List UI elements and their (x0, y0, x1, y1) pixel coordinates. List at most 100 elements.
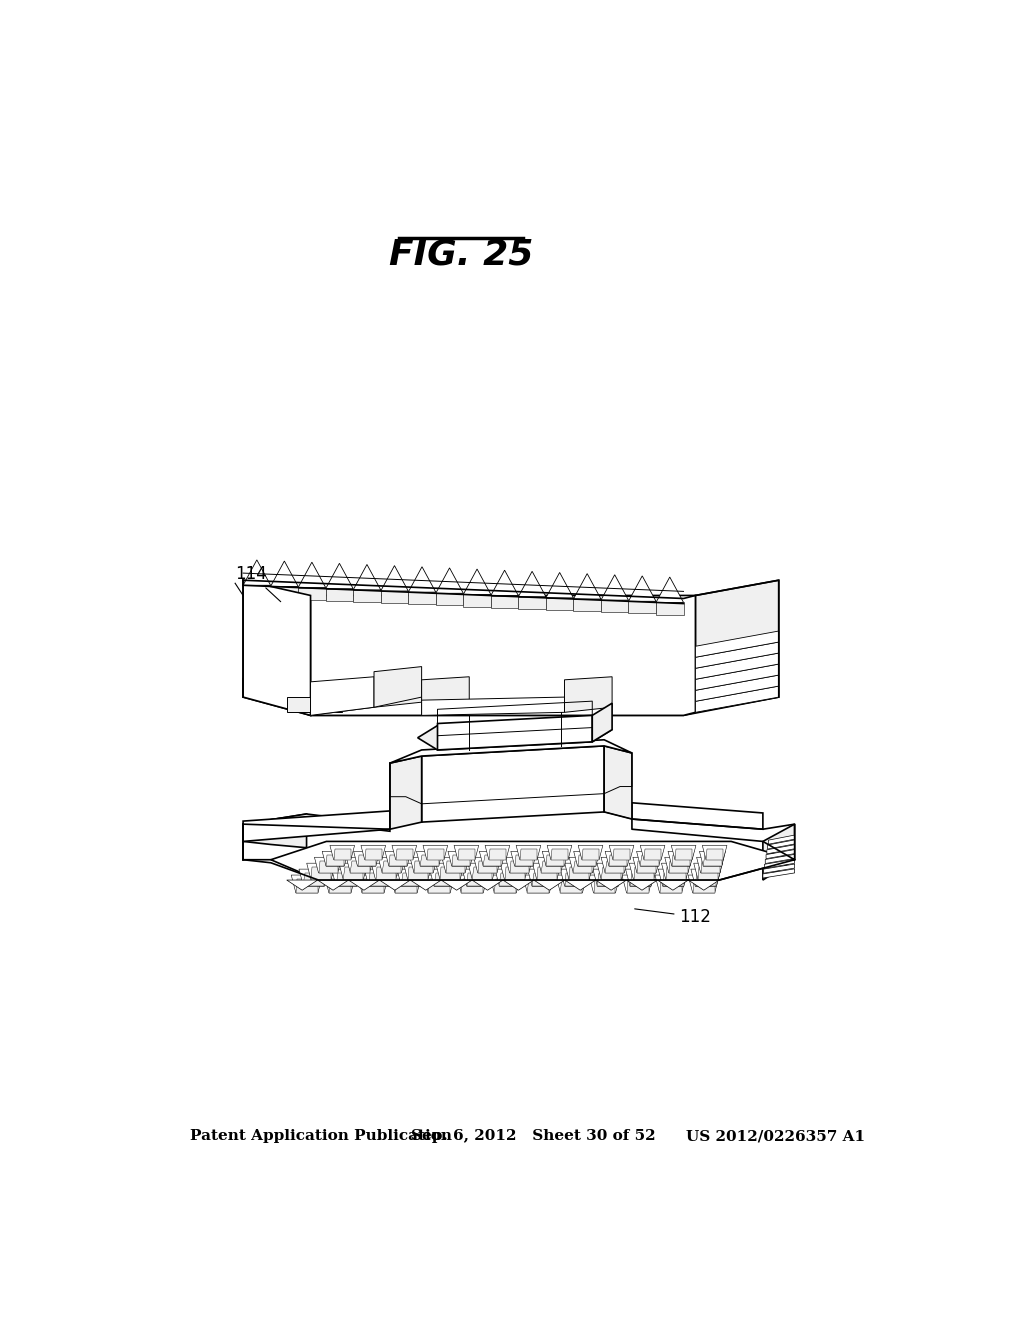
Polygon shape (560, 869, 590, 886)
Polygon shape (672, 845, 696, 859)
Polygon shape (640, 845, 665, 859)
Polygon shape (626, 869, 655, 886)
Polygon shape (644, 849, 662, 859)
Polygon shape (659, 879, 682, 892)
Polygon shape (663, 874, 684, 886)
Polygon shape (346, 857, 374, 873)
Polygon shape (500, 874, 520, 886)
Polygon shape (629, 602, 656, 614)
Polygon shape (414, 861, 433, 873)
Polygon shape (296, 879, 317, 892)
Polygon shape (422, 697, 564, 715)
Polygon shape (457, 875, 487, 892)
Polygon shape (372, 863, 399, 879)
Polygon shape (763, 824, 795, 880)
Text: Sep. 6, 2012   Sheet 30 of 52: Sep. 6, 2012 Sheet 30 of 52 (411, 1129, 655, 1143)
Text: US 2012/0226357 A1: US 2012/0226357 A1 (686, 1129, 865, 1143)
Polygon shape (768, 836, 795, 845)
Polygon shape (291, 875, 323, 892)
Polygon shape (506, 857, 532, 873)
Polygon shape (666, 867, 686, 879)
Polygon shape (243, 560, 270, 585)
Polygon shape (546, 573, 573, 598)
Polygon shape (691, 869, 721, 886)
Polygon shape (441, 880, 472, 890)
Polygon shape (582, 849, 599, 859)
Polygon shape (409, 593, 436, 605)
Polygon shape (397, 869, 427, 886)
Polygon shape (578, 855, 596, 866)
Polygon shape (307, 863, 336, 879)
Polygon shape (518, 572, 546, 597)
Polygon shape (350, 861, 370, 873)
Polygon shape (380, 880, 411, 890)
Polygon shape (609, 855, 628, 866)
Polygon shape (629, 576, 656, 602)
Polygon shape (454, 845, 478, 859)
Polygon shape (503, 880, 534, 890)
Polygon shape (520, 849, 537, 859)
Polygon shape (381, 565, 409, 591)
Polygon shape (390, 875, 422, 892)
Polygon shape (362, 879, 384, 892)
Polygon shape (668, 851, 694, 866)
Polygon shape (378, 857, 406, 873)
Polygon shape (263, 678, 778, 715)
Polygon shape (467, 874, 487, 886)
Polygon shape (468, 863, 497, 879)
Polygon shape (597, 863, 626, 879)
Polygon shape (392, 845, 417, 859)
Polygon shape (627, 880, 657, 890)
Polygon shape (763, 869, 795, 878)
Polygon shape (564, 677, 612, 713)
Polygon shape (389, 855, 408, 866)
Polygon shape (662, 863, 690, 879)
Polygon shape (672, 855, 690, 866)
Polygon shape (569, 857, 597, 873)
Polygon shape (573, 861, 593, 873)
Polygon shape (656, 577, 684, 602)
Polygon shape (298, 587, 326, 599)
Polygon shape (348, 880, 380, 890)
Polygon shape (403, 863, 432, 879)
Polygon shape (270, 586, 298, 599)
Polygon shape (700, 861, 720, 873)
Polygon shape (490, 595, 518, 607)
Polygon shape (547, 845, 571, 859)
Polygon shape (323, 851, 348, 866)
Polygon shape (445, 861, 465, 873)
Polygon shape (365, 849, 382, 859)
Polygon shape (334, 849, 351, 859)
Polygon shape (534, 880, 565, 890)
Polygon shape (510, 861, 528, 873)
Polygon shape (357, 855, 376, 866)
Polygon shape (605, 851, 631, 866)
Polygon shape (699, 851, 725, 866)
Text: Patent Application Publication: Patent Application Publication (190, 1129, 452, 1143)
Polygon shape (365, 869, 394, 886)
Polygon shape (565, 880, 596, 890)
Polygon shape (311, 867, 331, 879)
Polygon shape (695, 686, 778, 713)
Polygon shape (532, 874, 553, 886)
Polygon shape (303, 874, 325, 886)
Polygon shape (332, 869, 361, 886)
Polygon shape (537, 867, 557, 879)
Polygon shape (565, 874, 586, 886)
Polygon shape (336, 874, 357, 886)
Polygon shape (637, 861, 656, 873)
Polygon shape (522, 875, 554, 892)
Polygon shape (287, 697, 342, 713)
Polygon shape (423, 845, 447, 859)
Polygon shape (543, 851, 568, 866)
Polygon shape (605, 861, 625, 873)
Polygon shape (596, 880, 627, 890)
Polygon shape (299, 869, 329, 886)
Polygon shape (630, 874, 651, 886)
Polygon shape (518, 597, 546, 609)
Polygon shape (658, 869, 688, 886)
Polygon shape (490, 570, 518, 595)
Polygon shape (374, 667, 422, 708)
Polygon shape (489, 875, 521, 892)
Polygon shape (765, 859, 795, 869)
